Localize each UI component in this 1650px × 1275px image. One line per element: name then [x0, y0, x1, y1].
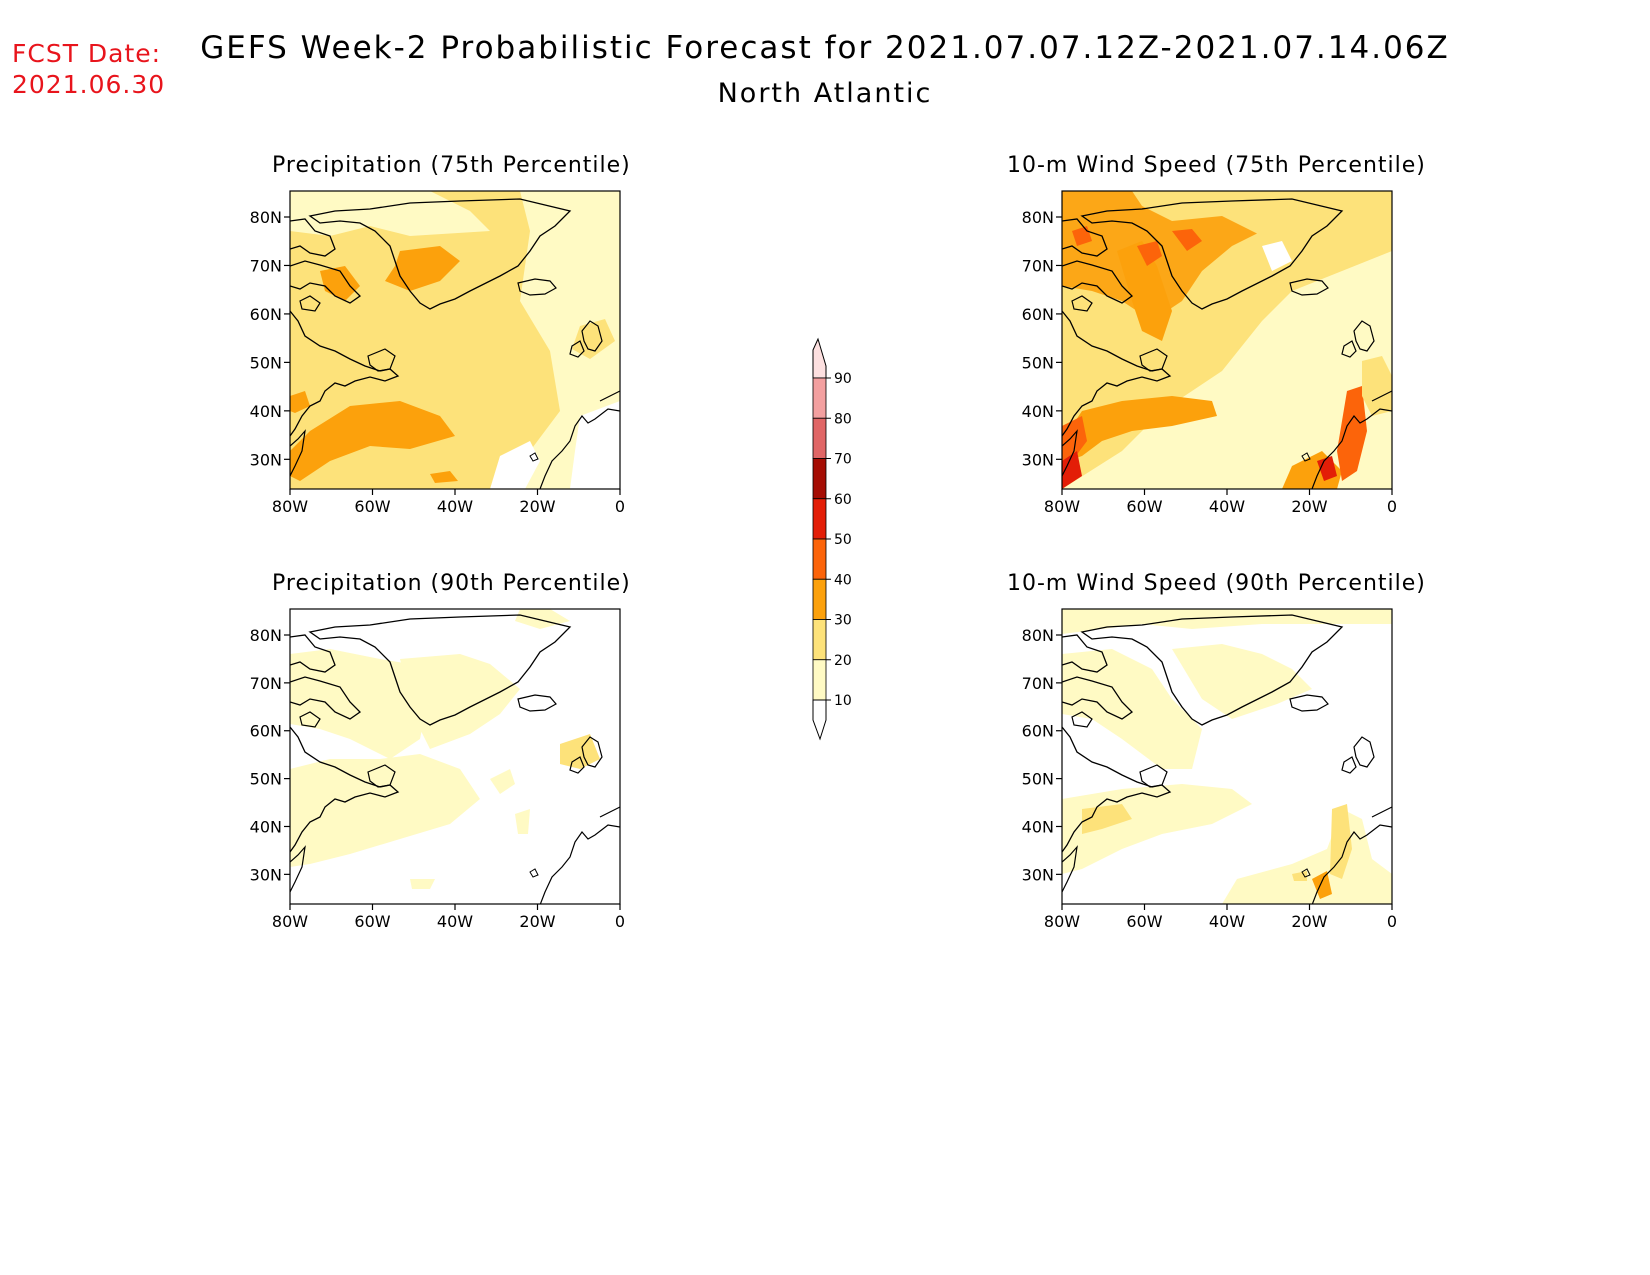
lon-tick-label: 40W [437, 912, 473, 931]
lon-tick-label: 0 [1387, 912, 1397, 931]
lon-tick-label: 0 [1387, 497, 1397, 516]
colorbar-label: 20 [834, 653, 852, 669]
colorbar-label: 90 [834, 371, 852, 387]
lat-tick-label: 80N [1022, 208, 1054, 227]
lon-tick-label: 40W [1209, 912, 1245, 931]
region-subtitle: North Atlantic [717, 78, 933, 109]
panel-wind-90 [1062, 609, 1392, 904]
lat-tick-label: 70N [250, 674, 282, 693]
lat-tick-label: 80N [1022, 626, 1054, 645]
lon-tick-label: 20W [519, 497, 555, 516]
lat-tick-label: 60N [250, 722, 282, 741]
lat-tick-label: 50N [250, 770, 282, 789]
lon-tick-label: 0 [615, 912, 625, 931]
lat-tick-label: 40N [1022, 402, 1054, 421]
lat-tick-label: 40N [250, 817, 282, 836]
lat-tick-label: 70N [1022, 256, 1054, 275]
colorbar-label: 70 [834, 452, 852, 468]
colorbar-label: 40 [834, 572, 852, 588]
panel-title-precip-90: Precipitation (90th Percentile) [272, 571, 631, 596]
lon-tick-label: 60W [354, 497, 390, 516]
lon-tick-label: 20W [519, 912, 555, 931]
panel-title-precip-75: Precipitation (75th Percentile) [272, 153, 631, 178]
colorbar-label: 50 [834, 532, 852, 548]
colorbar-label: 10 [834, 693, 852, 709]
lon-tick-label: 80W [272, 497, 308, 516]
panel-precip-75 [290, 191, 620, 489]
lat-tick-label: 30N [1022, 450, 1054, 469]
panel-precip-90 [290, 609, 620, 904]
colorbar-box [812, 659, 827, 701]
lon-tick-label: 20W [1291, 912, 1327, 931]
colorbar-label: 80 [834, 411, 852, 427]
axes-layer: 80N 70N 60N 50N 40N 30N 80W 60W 40W 20W 0 80N 70N 60N… [250, 208, 1397, 931]
colorbar-box [812, 619, 827, 661]
lon-tick-label: 80W [1044, 497, 1080, 516]
forecast-date-value: 2021.06.30 [12, 70, 166, 99]
colorbar-box [812, 578, 827, 620]
colorbar-box [812, 458, 827, 500]
lat-tick-label: 50N [1022, 353, 1054, 372]
lat-tick-label: 70N [250, 256, 282, 275]
colorbar-box [812, 417, 827, 459]
lat-tick-label: 50N [250, 353, 282, 372]
lat-tick-label: 30N [250, 450, 282, 469]
main-title: GEFS Week-2 Probabilistic Forecast for 2… [200, 30, 1450, 66]
colorbar-box [812, 498, 827, 540]
colorbar: 90 80 70 60 50 40 30 20 10 [812, 337, 852, 741]
lat-tick-label: 60N [1022, 722, 1054, 741]
panel-wind-75 [1062, 191, 1392, 489]
lat-tick-label: 80N [250, 626, 282, 645]
lon-tick-label: 60W [1126, 912, 1162, 931]
lat-tick-label: 70N [1022, 674, 1054, 693]
lon-tick-label: 60W [1126, 497, 1162, 516]
lat-tick-label: 40N [1022, 817, 1054, 836]
lat-tick-label: 40N [250, 402, 282, 421]
lon-tick-label: 0 [615, 497, 625, 516]
lat-tick-label: 60N [250, 305, 282, 324]
lat-tick-label: 80N [250, 208, 282, 227]
lat-tick-label: 30N [250, 865, 282, 884]
panel-title-wind-90: 10-m Wind Speed (90th Percentile) [1007, 571, 1426, 596]
lat-tick-label: 60N [1022, 305, 1054, 324]
colorbar-label: 60 [834, 492, 852, 508]
colorbar-label: 30 [834, 613, 852, 629]
lon-tick-label: 20W [1291, 497, 1327, 516]
lon-tick-label: 80W [1044, 912, 1080, 931]
lat-tick-label: 50N [1022, 770, 1054, 789]
lon-tick-label: 60W [354, 912, 390, 931]
lon-tick-label: 40W [437, 497, 473, 516]
lat-tick-label: 30N [1022, 865, 1054, 884]
colorbar-box [812, 538, 827, 580]
lon-tick-label: 40W [1209, 497, 1245, 516]
forecast-date-label: FCST Date: [12, 39, 162, 68]
lon-tick-label: 80W [272, 912, 308, 931]
colorbar-box [812, 377, 827, 419]
forecast-date-block: FCST Date: 2021.06.30 [12, 38, 165, 100]
panel-title-wind-75: 10-m Wind Speed (75th Percentile) [1007, 153, 1426, 178]
